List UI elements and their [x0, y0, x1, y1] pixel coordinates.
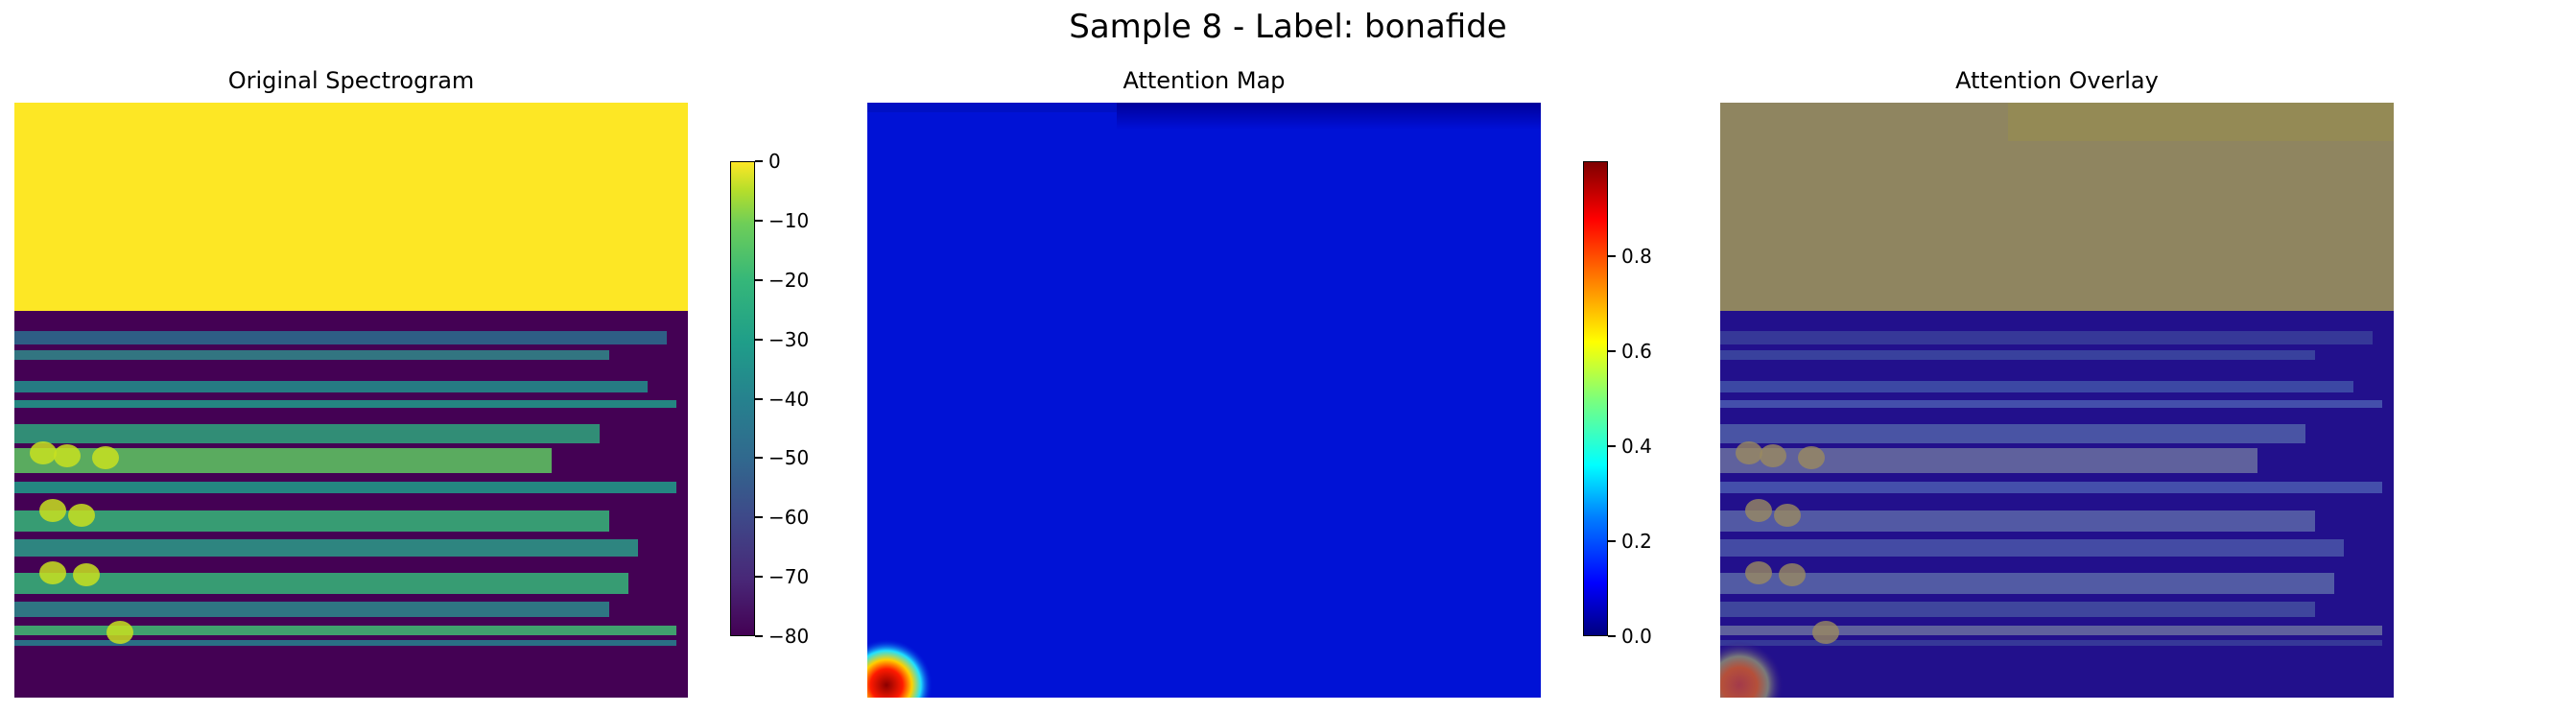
panel-title-overlay: Attention Overlay: [1955, 67, 2159, 94]
harmonic-band: [14, 482, 676, 493]
overlay-band: [1720, 510, 2315, 532]
overlay-band: [1720, 381, 2353, 392]
harmonic-band: [14, 573, 628, 594]
spectrogram-bands: [14, 331, 676, 646]
overlay-blob: [1798, 446, 1825, 469]
overlay-blob: [1745, 561, 1772, 584]
overlay-band: [1720, 626, 2382, 635]
harmonic-band: [14, 424, 600, 443]
formant-blob: [73, 563, 100, 586]
spectrogram-image: [14, 103, 688, 698]
harmonic-band: [14, 602, 609, 617]
attention-overlay-image: [1720, 103, 2394, 698]
overlay-blob: [1774, 504, 1801, 527]
harmonic-band: [14, 350, 609, 360]
overlay-band: [1720, 350, 2315, 360]
harmonic-band: [14, 400, 676, 408]
formant-blob: [30, 441, 57, 464]
formant-blob: [92, 446, 119, 469]
harmonic-band: [14, 539, 638, 557]
harmonic-band: [14, 331, 667, 344]
overlay-blob: [1779, 563, 1806, 586]
overlay-band: [1720, 539, 2344, 557]
formant-blob: [54, 444, 81, 467]
overlay-blob: [1745, 499, 1772, 522]
overlay-blob: [1760, 444, 1786, 467]
overlay-blob: [1812, 621, 1839, 644]
overlay-band: [1720, 400, 2382, 408]
formant-blob: [39, 561, 66, 584]
overlay-band: [1720, 640, 2382, 646]
harmonic-band: [14, 381, 648, 392]
attention-map-image: [867, 103, 1541, 698]
harmonic-band: [14, 626, 676, 635]
overlay-band: [1720, 424, 2305, 443]
harmonic-band: [14, 510, 609, 532]
panel-title-spectrogram: Original Spectrogram: [227, 67, 475, 94]
overlay-band: [1720, 602, 2315, 617]
figure-title: Sample 8 - Label: bonafide: [1069, 8, 1507, 46]
formant-blob: [68, 504, 95, 527]
panel-title-attention: Attention Map: [1123, 67, 1286, 94]
overlay-hotspot: [1720, 641, 1784, 698]
overlay-band: [1720, 573, 2334, 594]
overlay-blob: [1736, 441, 1762, 464]
formant-blob: [39, 499, 66, 522]
colorbar-viridis: [730, 161, 755, 636]
overlay-band: [1720, 482, 2382, 493]
overlay-band: [1720, 331, 2373, 344]
colorbar-jet: [1583, 161, 1608, 636]
harmonic-band: [14, 640, 676, 646]
attention-hotspot: [867, 639, 933, 698]
formant-blob: [106, 621, 133, 644]
